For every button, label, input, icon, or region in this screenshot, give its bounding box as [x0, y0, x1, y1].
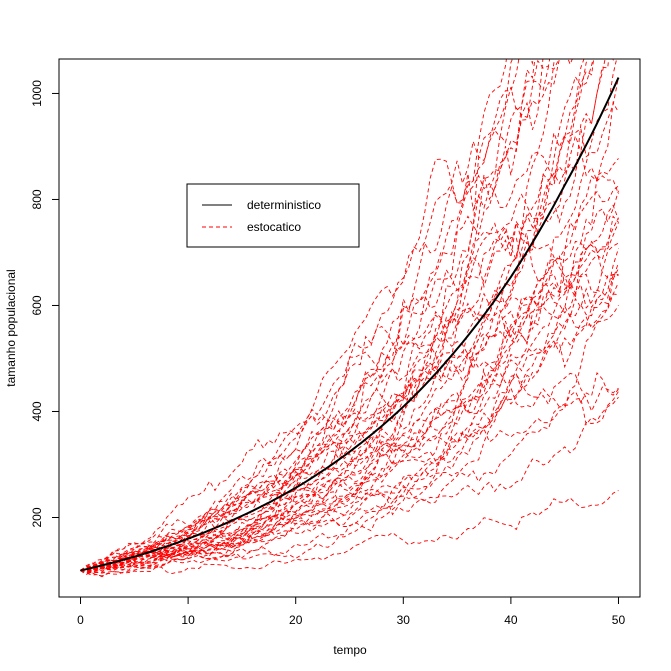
legend-box	[186, 183, 360, 248]
y-tick-label-600: 600	[30, 295, 44, 315]
legend-label-estocatico: estocatico	[247, 220, 301, 234]
legend-label-deterministico: deterministico	[247, 198, 321, 212]
stochastic-line-29	[80, 59, 551, 574]
stochastic-line-26	[80, 372, 619, 571]
stochastic-line-20	[80, 59, 585, 571]
stochastic-line-17	[80, 242, 619, 572]
stochastic-line-31	[80, 158, 619, 571]
stochastic-line-36	[80, 59, 556, 572]
x-axis-label: tempo	[333, 643, 367, 657]
stochastic-line-16	[80, 59, 595, 571]
stochastic-line-24	[80, 305, 619, 572]
x-tick-label-20: 20	[289, 613, 303, 627]
stochastic-line-27	[80, 59, 514, 572]
stochastic-line-40	[80, 190, 619, 571]
deterministic-line	[80, 77, 620, 572]
y-axis: 200 400 600 800 1000	[30, 80, 59, 528]
stochastic-line-11	[80, 217, 619, 571]
x-tick-label-0: 0	[77, 613, 84, 627]
stochastic-line-14	[80, 59, 573, 578]
x-tick-label-10: 10	[181, 613, 195, 627]
y-tick-label-400: 400	[30, 401, 44, 421]
stochastic-line-30	[80, 59, 544, 571]
stochastic-line-39	[80, 59, 536, 572]
stochastic-line-28	[80, 77, 619, 571]
x-tick-label-40: 40	[504, 613, 518, 627]
plot-frame	[58, 58, 641, 598]
y-axis-label: tamanho populacional	[4, 269, 18, 386]
stochastic-line-15	[80, 248, 619, 572]
y-tick-label-200: 200	[30, 507, 44, 527]
y-tick-label-800: 800	[30, 189, 44, 209]
stochastic-line-1	[80, 490, 619, 577]
stochastic-line-34	[80, 59, 610, 571]
deterministic-series-group	[80, 77, 620, 572]
x-tick-label-30: 30	[397, 613, 411, 627]
stochastic-line-22	[80, 274, 619, 573]
stochastic-line-38	[80, 59, 594, 572]
legend: deterministico estocatico	[186, 183, 360, 248]
stochastic-line-7	[80, 293, 619, 571]
x-tick-label-50: 50	[612, 613, 626, 627]
y-tick-label-1000: 1000	[30, 80, 44, 107]
stochastic-line-5	[80, 371, 619, 572]
stochastic-line-10	[80, 262, 619, 574]
stochastic-line-6	[80, 268, 619, 571]
stochastic-line-35	[80, 59, 534, 573]
stochastic-series-group	[80, 59, 619, 578]
stochastic-line-18	[80, 204, 619, 574]
x-axis: 0 10 20 30 40 50	[77, 597, 625, 627]
stochastic-line-37	[80, 59, 507, 572]
stochastic-line-33	[80, 59, 589, 571]
